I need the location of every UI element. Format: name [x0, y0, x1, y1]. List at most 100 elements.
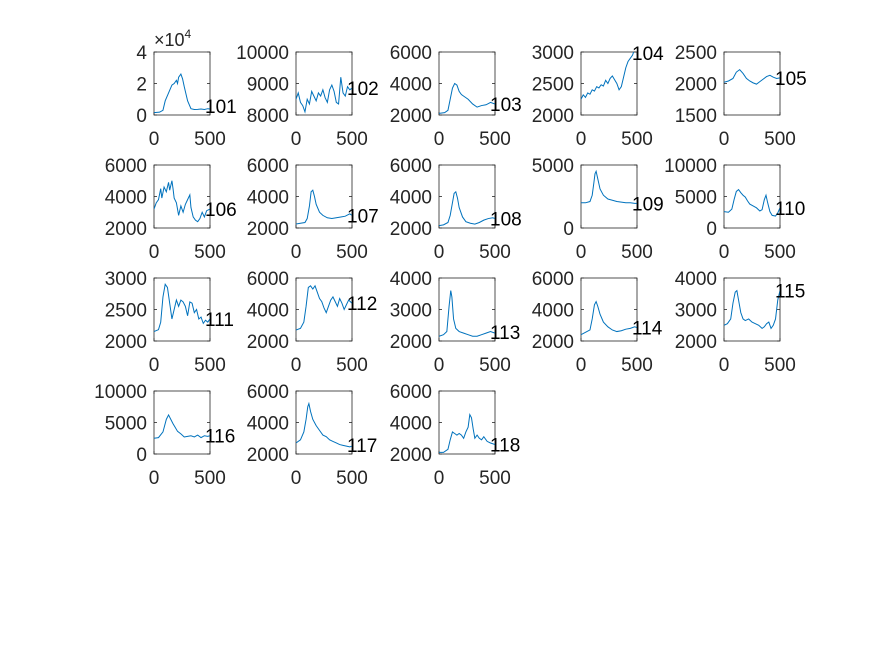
- x-tick-label: 500: [479, 242, 511, 263]
- subplot-annotation: 118: [490, 436, 520, 457]
- y-tick-label: 4000: [390, 75, 432, 96]
- subplot-annotation: 112: [347, 294, 377, 315]
- y-exponent-power: 4: [185, 27, 192, 41]
- x-tick-label: 0: [149, 355, 160, 376]
- subplot-113: 2000 3000 4000 0 500 113: [390, 269, 521, 376]
- y-tick-label: 3000: [105, 269, 147, 290]
- y-tick-label: 9000: [247, 75, 289, 96]
- series-line: [439, 290, 495, 337]
- y-tick-label: 2000: [247, 332, 289, 353]
- y-tick-label: 4000: [247, 414, 289, 435]
- y-tick-label: 0: [706, 219, 717, 240]
- y-tick-label: 4: [136, 43, 147, 64]
- subplot-annotation: 102: [347, 79, 379, 100]
- x-tick-label: 500: [479, 129, 511, 150]
- x-tick-label: 500: [621, 129, 653, 150]
- x-tick-label: 0: [291, 242, 302, 263]
- subplot-annotation: 109: [632, 194, 664, 215]
- axes-box: [153, 390, 211, 455]
- axes-box: [580, 164, 638, 229]
- series-line: [581, 52, 635, 100]
- axes-box: [153, 277, 211, 342]
- y-tick-label: 2000: [390, 332, 432, 353]
- x-tick-label: 500: [194, 129, 226, 150]
- series-line: [439, 82, 495, 114]
- axes-box: [438, 390, 496, 455]
- subplot-114: 2000 4000 6000 0 500 114: [532, 269, 663, 376]
- x-tick-label: 500: [336, 129, 368, 150]
- y-tick-label: 4000: [247, 188, 289, 209]
- x-tick-label: 0: [434, 468, 445, 489]
- x-tick-label: 0: [576, 355, 587, 376]
- subplot-108: 2000 4000 6000 0 500 108: [390, 156, 522, 263]
- y-tick-label: 5000: [675, 188, 717, 209]
- axes-box: [438, 277, 496, 342]
- y-tick-label: 2500: [105, 301, 147, 322]
- series-line: [154, 180, 210, 223]
- x-tick-label: 500: [194, 468, 226, 489]
- series-line: [296, 77, 352, 114]
- y-tick-label: 3000: [532, 43, 574, 64]
- y-tick-label: 6000: [532, 269, 574, 290]
- y-tick-label: 6000: [247, 269, 289, 290]
- subplot-annotation: 106: [205, 200, 237, 221]
- axes-box: [580, 277, 638, 342]
- y-tick-label: 2000: [105, 332, 147, 353]
- y-tick-label: 2000: [247, 445, 289, 466]
- y-tick-label: 4000: [390, 188, 432, 209]
- x-tick-label: 0: [291, 468, 302, 489]
- x-tick-label: 500: [336, 468, 368, 489]
- x-tick-label: 0: [719, 129, 730, 150]
- series-line: [724, 289, 780, 330]
- subplot-annotation: 115: [775, 282, 805, 303]
- y-tick-label: 2000: [390, 106, 432, 127]
- y-tick-label: 4000: [390, 414, 432, 435]
- x-tick-label: 0: [434, 242, 445, 263]
- x-tick-label: 0: [434, 129, 445, 150]
- y-tick-label: 0: [136, 106, 147, 127]
- y-tick-label: 2000: [532, 106, 574, 127]
- y-tick-label: 5000: [105, 414, 147, 435]
- axes-box: [723, 164, 781, 229]
- x-tick-label: 500: [479, 355, 511, 376]
- series-line: [154, 72, 210, 114]
- axes-box: [723, 51, 781, 116]
- y-tick-label: 6000: [247, 156, 289, 177]
- y-exponent-base: ×10: [154, 30, 185, 50]
- y-tick-label: 2000: [675, 332, 717, 353]
- subplot-annotation: 113: [490, 323, 520, 344]
- subplot-annotation: 104: [632, 44, 664, 65]
- y-tick-label: 4000: [532, 301, 574, 322]
- x-tick-label: 500: [336, 242, 368, 263]
- subplot-annotation: 108: [490, 210, 522, 231]
- x-tick-label: 0: [576, 242, 587, 263]
- y-tick-label: 3000: [390, 301, 432, 322]
- x-tick-label: 500: [764, 129, 796, 150]
- y-tick-label: 10000: [664, 156, 717, 177]
- y-tick-label: 2000: [390, 219, 432, 240]
- y-tick-label: 2000: [675, 75, 717, 96]
- subplot-annotation: 101: [205, 97, 237, 118]
- axes-box: [295, 51, 353, 116]
- subplot-111: 2000 2500 3000 0 500 111: [105, 269, 234, 376]
- subplot-110: 0 5000 10000 0 500 110: [664, 156, 805, 263]
- x-tick-label: 500: [621, 355, 653, 376]
- y-tick-label: 2000: [532, 332, 574, 353]
- subplot-115: 2000 3000 4000 0 500 115: [675, 269, 806, 376]
- axes-box: [723, 277, 781, 342]
- subplot-annotation: 117: [347, 436, 377, 457]
- y-tick-label: 2: [136, 75, 147, 96]
- y-tick-label: 2500: [675, 43, 717, 64]
- subplot-104: 2000 2500 3000 0 500 104: [532, 43, 664, 150]
- x-tick-label: 0: [149, 242, 160, 263]
- x-tick-label: 500: [479, 468, 511, 489]
- y-tick-label: 2000: [390, 445, 432, 466]
- axes-box: [295, 390, 353, 455]
- y-tick-label: 2500: [532, 75, 574, 96]
- x-tick-label: 0: [149, 468, 160, 489]
- subplot-102: 8000 9000 10000 0 500 102: [236, 43, 379, 150]
- subplot-annotation: 105: [775, 69, 807, 90]
- x-tick-label: 0: [291, 355, 302, 376]
- axes-box: [295, 164, 353, 229]
